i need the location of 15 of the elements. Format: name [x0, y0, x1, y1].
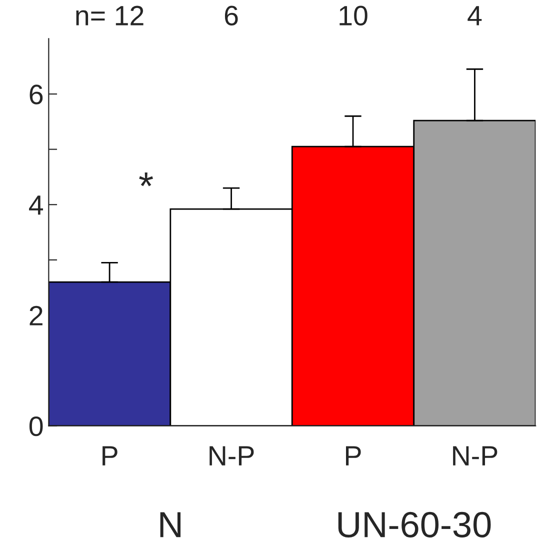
- x-tick-label: N-P: [210, 446, 254, 466]
- x-tick-label: N-P: [453, 446, 498, 466]
- y-tick-label: 6: [30, 84, 43, 104]
- y-tick-label: 2: [30, 306, 42, 326]
- text: UN-60-30: [338, 512, 491, 538]
- text: 10: [340, 6, 368, 26]
- text: n= 12: [76, 6, 144, 26]
- x-tick-label: P: [346, 446, 361, 466]
- x-tick-label: P: [102, 446, 118, 466]
- annotation: *: [139, 172, 154, 186]
- text: 6: [224, 6, 238, 26]
- y-tick-label: 0: [29, 416, 43, 436]
- y-tick-label: 4: [29, 196, 44, 215]
- text: N: [160, 512, 181, 538]
- text: 4: [468, 6, 482, 26]
